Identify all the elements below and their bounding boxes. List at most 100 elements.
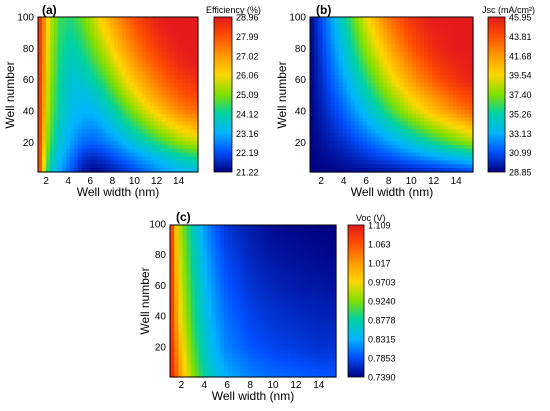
- heatmap-cell: [464, 129, 470, 134]
- heatmap-cell: [273, 225, 279, 230]
- heatmap-cell: [46, 20, 51, 26]
- heatmap-cell: [114, 59, 119, 65]
- heatmap-cell: [403, 48, 409, 53]
- heatmap-cell: [174, 346, 179, 351]
- heatmap-cell: [182, 327, 188, 332]
- heatmap-cell: [66, 129, 71, 134]
- heatmap-cell: [98, 40, 103, 45]
- heatmap-cell: [253, 339, 258, 344]
- heatmap-cell: [203, 247, 208, 253]
- heatmap-cell: [350, 55, 356, 61]
- heatmap-cell: [223, 323, 229, 329]
- heatmap-cell: [174, 244, 179, 249]
- heatmap-cell: [277, 266, 283, 272]
- heatmap-cell: [286, 270, 291, 275]
- heatmap-cell: [327, 293, 333, 298]
- heatmap-cell: [460, 102, 466, 107]
- heatmap-cell: [150, 79, 155, 84]
- heatmap-cell: [190, 156, 195, 161]
- heatmap-cell: [403, 102, 409, 107]
- heatmap-cell: [399, 168, 405, 173]
- heatmap-cell: [228, 297, 233, 302]
- heatmap-cell: [232, 354, 237, 359]
- heatmap-cell: [314, 51, 319, 57]
- heatmap-cell: [86, 94, 91, 99]
- heatmap-cell: [331, 373, 337, 378]
- heatmap-cell: [98, 24, 103, 30]
- heatmap-cell: [424, 20, 429, 26]
- heatmap-cell: [314, 36, 319, 41]
- heatmap-cell: [444, 121, 450, 127]
- heatmap-cell: [194, 156, 199, 161]
- heatmap-cell: [203, 278, 208, 283]
- heatmap-cell: [277, 297, 283, 302]
- heatmap-cell: [94, 164, 99, 169]
- heatmap-cell: [70, 59, 75, 65]
- heatmap-cell: [338, 79, 344, 84]
- heatmap-cell: [371, 160, 376, 165]
- heatmap-cell: [411, 82, 417, 88]
- heatmap-cell: [114, 152, 119, 158]
- heatmap-cell: [322, 121, 327, 127]
- heatmap-cell: [327, 266, 333, 272]
- heatmap-cell: [395, 28, 401, 34]
- heatmap-cell: [203, 342, 208, 348]
- heatmap-cell: [194, 94, 199, 99]
- heatmap-cell: [452, 86, 458, 92]
- heatmap-cell: [142, 144, 147, 150]
- heatmap-cell: [38, 133, 43, 138]
- heatmap-cell: [383, 110, 389, 115]
- heatmap-cell: [82, 82, 87, 88]
- heatmap-cell: [170, 339, 175, 344]
- heatmap-cell: [223, 308, 229, 313]
- heatmap-cell: [407, 32, 413, 37]
- heatmap-cell: [178, 236, 184, 241]
- heatmap-cell: [215, 365, 221, 370]
- heatmap-cell: [178, 137, 183, 142]
- heatmap-cell: [170, 228, 175, 234]
- heatmap-cell: [311, 358, 316, 363]
- heatmap-cell: [199, 297, 204, 302]
- heatmap-cell: [170, 270, 175, 275]
- heatmap-cell: [286, 339, 291, 344]
- heatmap-cell: [330, 75, 336, 80]
- heatmap-cell: [223, 225, 229, 230]
- heatmap-cell: [452, 48, 458, 53]
- heatmap-cell: [98, 44, 103, 49]
- heatmap-cell: [314, 152, 319, 158]
- heatmap-cell: [158, 20, 163, 26]
- heatmap-cell: [203, 270, 208, 275]
- heatmap-cell: [94, 137, 99, 142]
- heatmap-cell: [282, 232, 287, 237]
- heatmap-cell: [318, 137, 323, 142]
- heatmap-cell: [38, 98, 43, 103]
- heatmap-cell: [323, 259, 329, 264]
- heatmap-cell: [162, 79, 167, 84]
- heatmap-cell: [50, 79, 55, 84]
- heatmap-cell: [186, 274, 192, 279]
- heatmap-cell: [379, 98, 384, 103]
- heatmap-cell: [142, 28, 147, 34]
- heatmap-cell: [452, 94, 458, 99]
- heatmap-cell: [138, 141, 143, 146]
- heatmap-cell: [86, 113, 91, 119]
- heatmap-cell: [186, 304, 192, 310]
- panel-a-xtick-10: 10: [129, 176, 141, 187]
- heatmap-cell: [334, 17, 340, 22]
- heatmap-cell: [411, 24, 417, 30]
- heatmap-cell: [42, 32, 47, 37]
- heatmap-cell: [294, 282, 300, 287]
- heatmap-cell: [170, 44, 175, 49]
- heatmap-cell: [98, 156, 103, 161]
- heatmap-cell: [82, 121, 87, 127]
- heatmap-cell: [354, 75, 360, 80]
- heatmap-cell: [383, 141, 389, 146]
- heatmap-cell: [38, 160, 43, 165]
- heatmap-cell: [338, 125, 344, 130]
- heatmap-cell: [219, 289, 225, 294]
- heatmap-cell: [290, 228, 296, 234]
- panel-c-cbar-tick: 0.9240: [368, 297, 396, 307]
- heatmap-cell: [456, 28, 462, 34]
- heatmap-cell: [98, 32, 103, 37]
- heatmap-cell: [346, 129, 352, 134]
